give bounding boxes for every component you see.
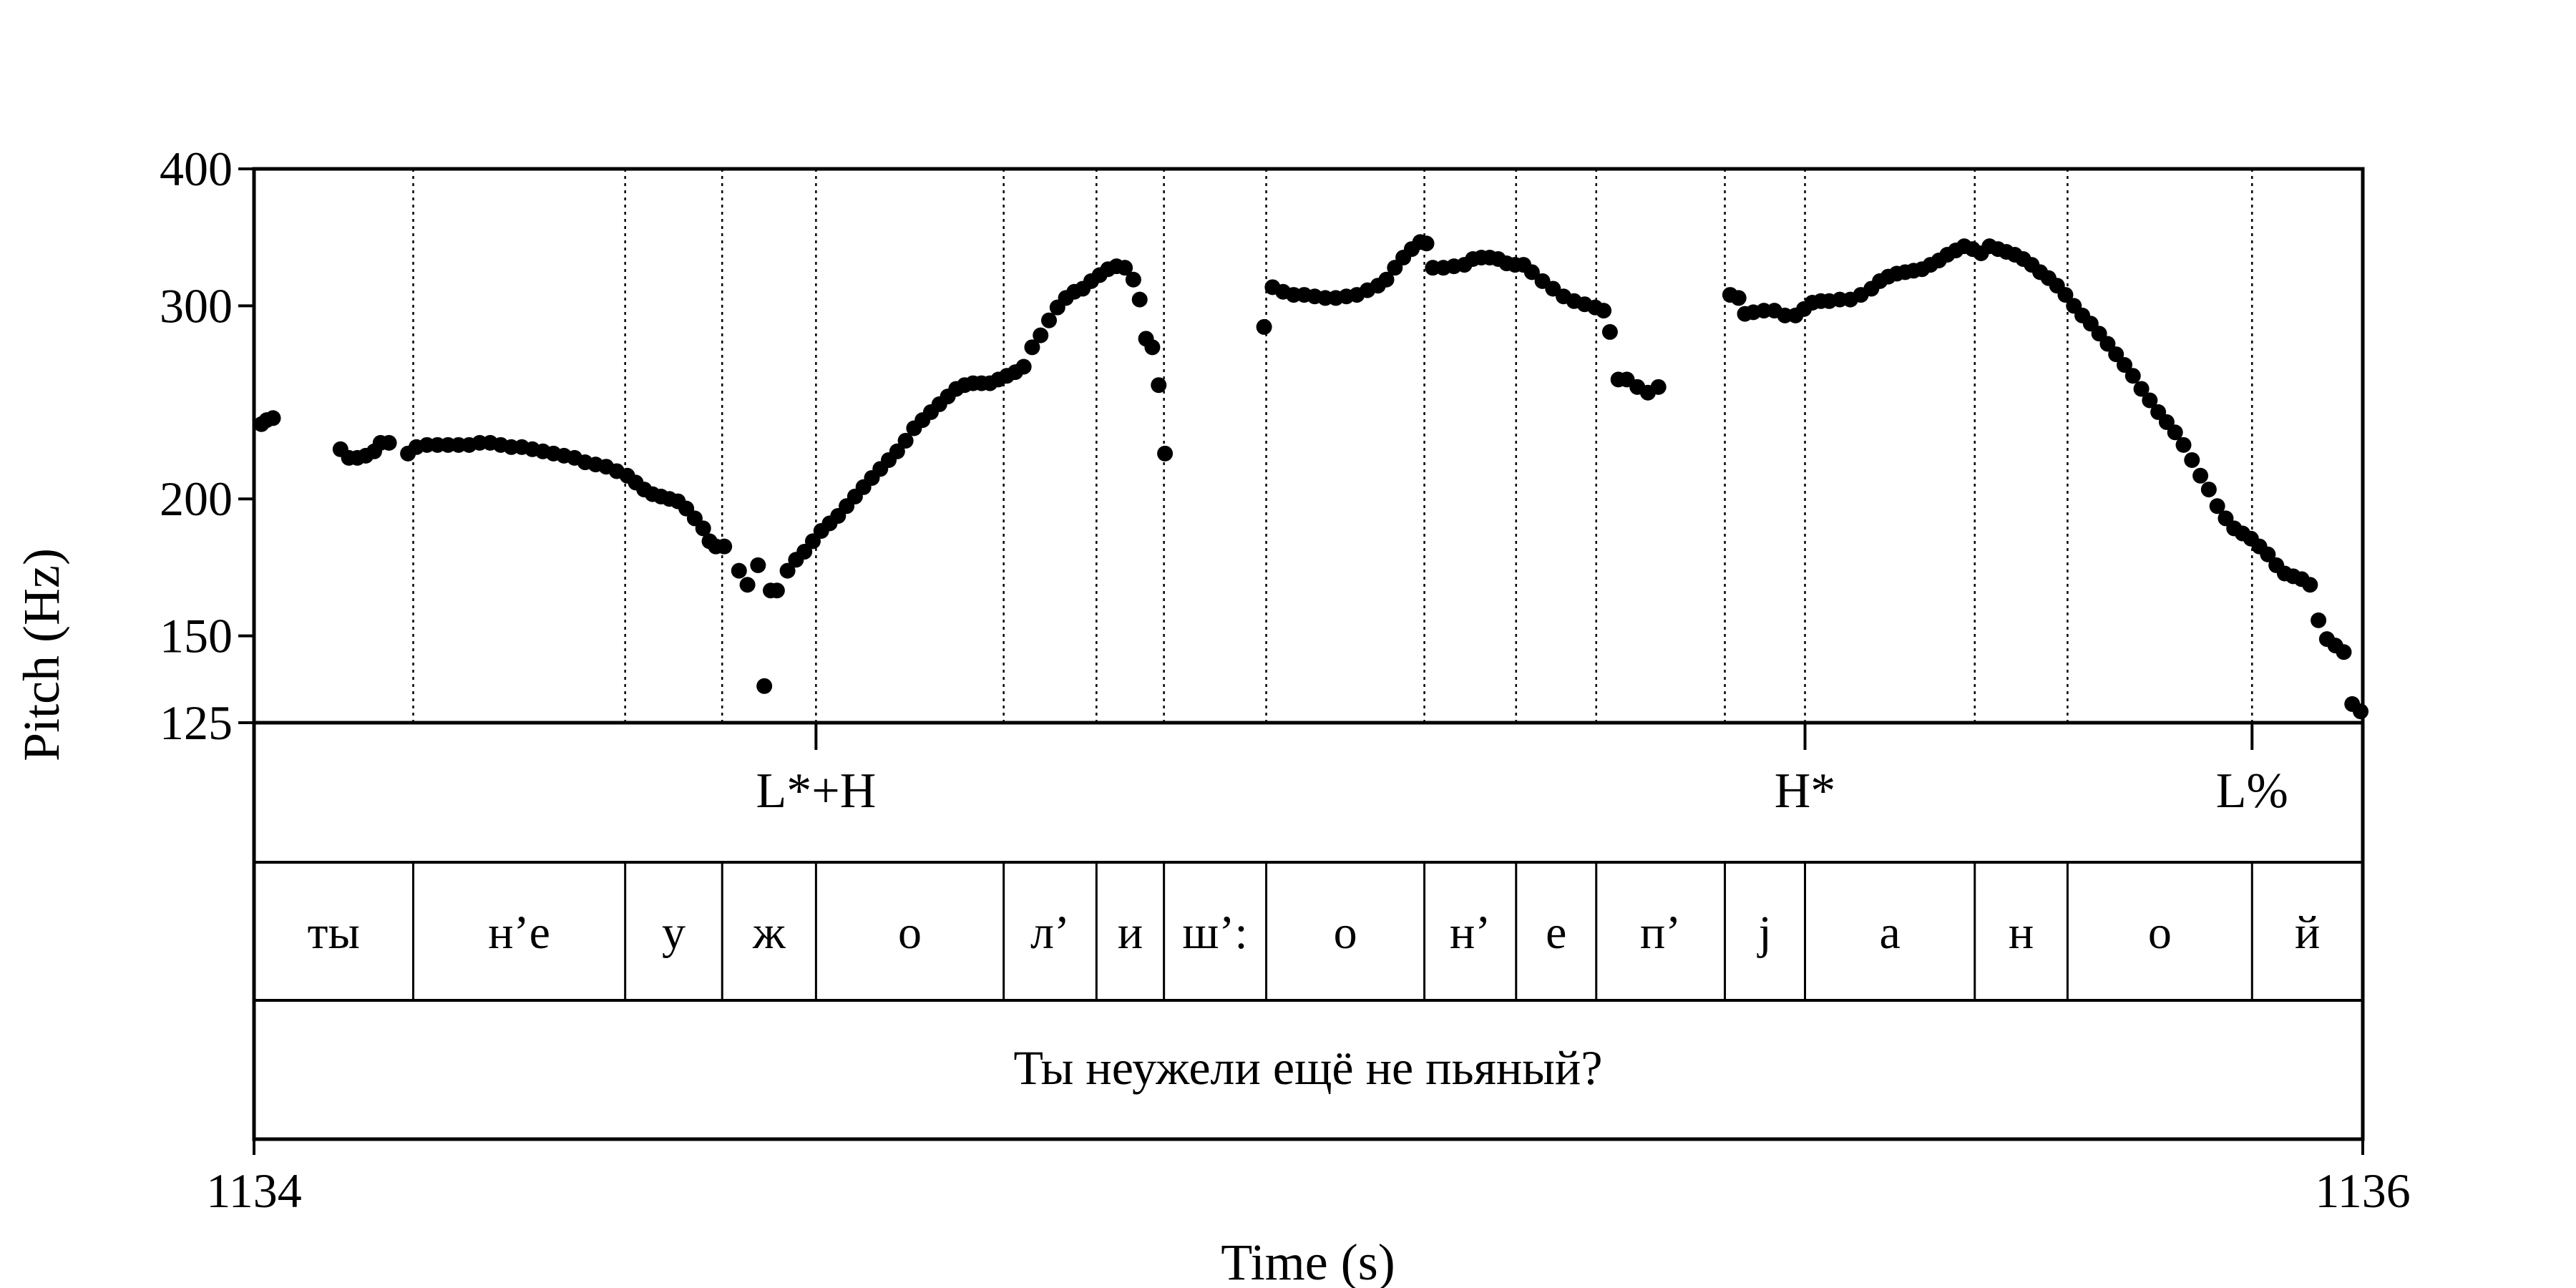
pitch-point (779, 562, 796, 579)
pitch-points (253, 234, 2369, 720)
pitch-point (1601, 323, 1618, 340)
x-axis-label: Time (s) (1221, 1234, 1395, 1288)
pitch-point (1024, 339, 1040, 356)
segment-label: ты (308, 907, 360, 959)
pitch-panel-frame (252, 167, 2365, 725)
pitch-point (695, 520, 711, 537)
pitch-point (769, 582, 785, 599)
pitch-point (1730, 290, 1747, 306)
pitch-point (1125, 271, 1141, 288)
pitch-point (2336, 644, 2352, 660)
tone-label: L*+H (756, 763, 876, 819)
pitch-point (1131, 291, 1148, 308)
pitch-point (2142, 392, 2158, 409)
figure-frames (252, 167, 2365, 1155)
tier-panel-frame (252, 721, 2365, 1141)
pitch-point (1650, 379, 1667, 395)
segment-label: о (898, 907, 922, 959)
pitch-point (265, 410, 281, 426)
pitch-point (716, 538, 733, 555)
pitch-point (2133, 381, 2150, 397)
pitch-point (1256, 318, 1272, 335)
segment-label: н (2009, 907, 2034, 959)
pitch-point (381, 434, 397, 451)
utterance-text: Ты неужели ещё не пьяный? (1013, 1040, 1602, 1095)
pitch-point (1144, 339, 1161, 356)
pitch-point (1378, 271, 1395, 288)
pitch-point (1041, 312, 1058, 328)
segment-label: ж (752, 907, 786, 959)
tone-label: L% (2216, 763, 2288, 819)
pitch-point (2099, 336, 2116, 352)
pitch-point (889, 443, 905, 459)
pitch-point (750, 557, 766, 573)
pitch-point (2167, 424, 2183, 441)
pitch-point (1596, 303, 1612, 319)
y-tick-label: 300 (160, 278, 233, 333)
segment-label: н’е (488, 907, 550, 959)
pitch-point (1151, 377, 1167, 394)
segment-label: е (1546, 907, 1566, 959)
pitch-point (2108, 346, 2124, 363)
segment-label: о (2148, 907, 2172, 959)
annotation-tiers: L*+H H* L%ты н’е у ж о л’ и ш’: о н’ е п’ j а н о й (308, 723, 2320, 1000)
pitch-point (2192, 467, 2209, 484)
pitch-point (2260, 546, 2276, 562)
pitch-point (1523, 264, 1540, 280)
pitch-point (2353, 703, 2369, 720)
y-tick-label: 200 (160, 472, 233, 526)
pitch-point (1117, 260, 1133, 276)
pitch-point (756, 678, 773, 694)
segment-label: ш’: (1183, 907, 1248, 959)
pitch-point (1033, 327, 1049, 343)
pitch-point (2124, 368, 2141, 384)
pitch-point (2200, 482, 2217, 498)
pitch-point (2116, 356, 2132, 373)
pitch-point (1157, 445, 1174, 462)
y-axis-label: Pitch (Hz) (13, 548, 70, 761)
pitch-point (2057, 287, 2074, 303)
pitch-point (1418, 235, 1435, 252)
pitch-point (2302, 577, 2318, 593)
pitch-point (2175, 436, 2192, 453)
segment-label: и (1118, 907, 1143, 959)
tone-label: H* (1775, 763, 1836, 819)
pitch-point (739, 577, 756, 593)
pitch-point (897, 432, 914, 449)
y-tick-label: 400 (160, 142, 233, 196)
pitch-point (1015, 358, 1032, 375)
pitch-point (731, 562, 747, 579)
segment-label: п’ (1640, 907, 1681, 959)
segment-label: н’ (1450, 907, 1491, 959)
pitch-point (796, 544, 813, 560)
segment-label: о (1334, 907, 1357, 959)
segment-label: а (1879, 907, 1900, 959)
x-tick-label-start: 1134 (206, 1163, 301, 1218)
x-tick-label-end: 1136 (2315, 1163, 2410, 1218)
segment-label: j (1757, 907, 1771, 959)
segment-label: у (662, 907, 686, 959)
pitch-point (2184, 452, 2200, 468)
y-tick-label: 150 (160, 609, 233, 663)
pitch-point (2311, 612, 2327, 628)
y-axis-ticks: 400 300 200 150 125 (160, 142, 254, 750)
y-tick-label: 125 (160, 696, 233, 750)
segment-label: й (2295, 907, 2320, 959)
pitch-point (2209, 498, 2225, 514)
segment-label: л’ (1030, 907, 1070, 959)
